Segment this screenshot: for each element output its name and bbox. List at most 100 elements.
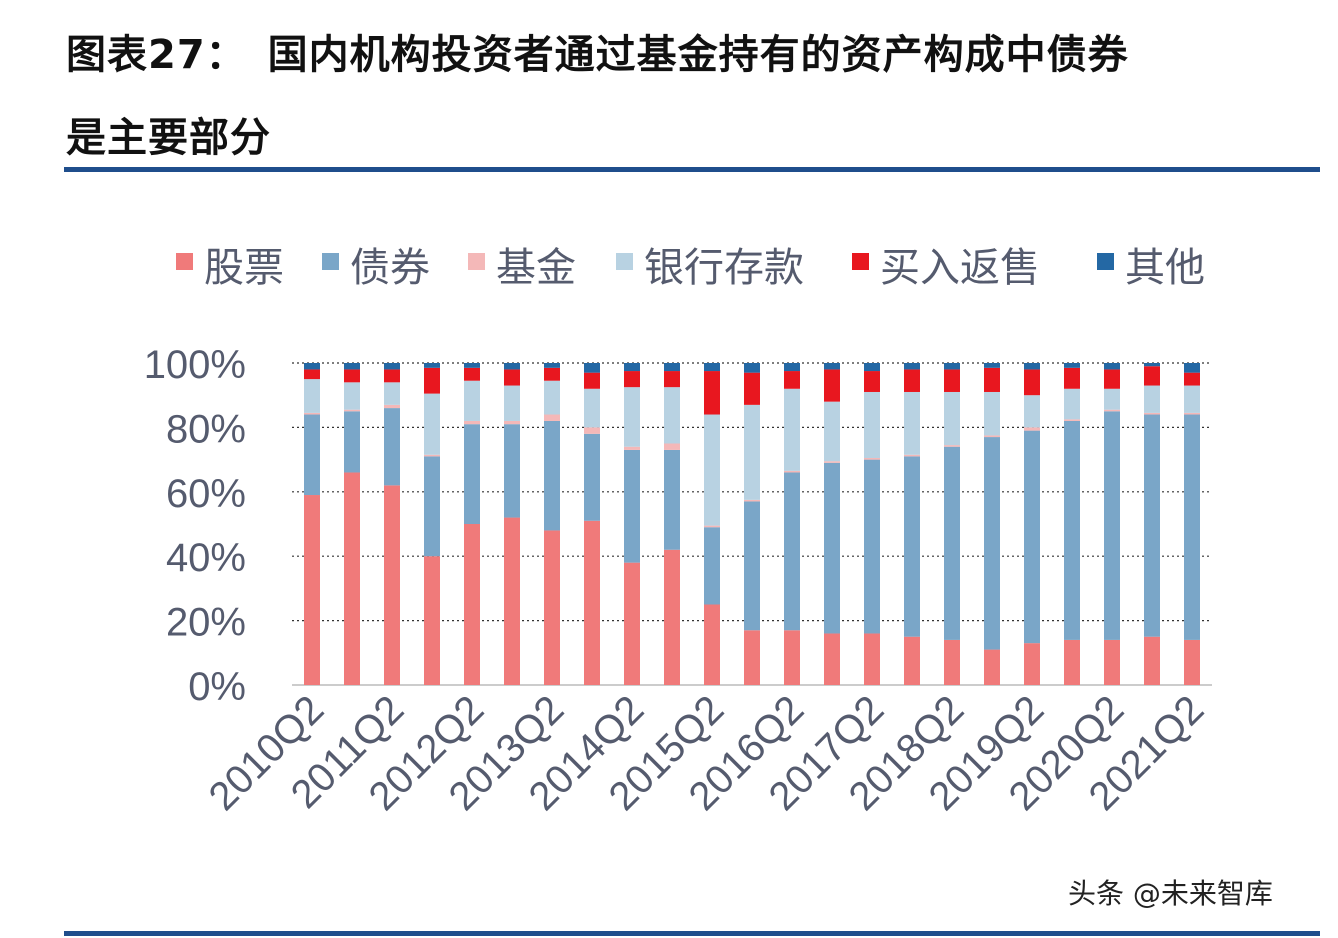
bar-segment — [984, 649, 1000, 685]
bar-segment — [664, 449, 680, 550]
bar-segment — [704, 363, 720, 372]
bottom-divider — [64, 931, 1320, 936]
bar-segment — [664, 549, 680, 685]
bar-segment — [344, 363, 360, 370]
bar-segment — [864, 371, 880, 392]
bar-segment — [504, 517, 520, 685]
bar-segment — [344, 472, 360, 685]
bar-segment — [584, 427, 600, 434]
y-tick-label: 0% — [188, 665, 246, 709]
bar-segment — [504, 385, 520, 421]
legend-label: 股票 — [204, 245, 284, 291]
bar-segment — [464, 363, 480, 368]
bar-segment — [904, 369, 920, 392]
bar-segment — [504, 369, 520, 386]
bar-segment — [864, 459, 880, 634]
bar-segment — [944, 639, 960, 685]
bar-segment — [864, 391, 880, 458]
bar-segment — [1064, 388, 1080, 420]
bar-segment — [504, 420, 520, 425]
x-axis-ticks: 2010Q22011Q22012Q22013Q22014Q22015Q22016… — [201, 687, 1213, 819]
bar-segment — [304, 414, 320, 496]
bar-segment — [1184, 412, 1200, 415]
bar-segment — [1184, 372, 1200, 386]
bar-segment — [584, 363, 600, 373]
legend-swatch — [1097, 253, 1114, 270]
bar-segment — [1024, 369, 1040, 396]
bar-segment — [744, 404, 760, 500]
bar-segment — [904, 454, 920, 457]
title-divider — [64, 167, 1320, 172]
bar-segment — [1024, 427, 1040, 431]
legend-swatch — [468, 253, 485, 270]
bar-segment — [384, 408, 400, 486]
bar-segment — [624, 562, 640, 685]
bar-segment — [704, 371, 720, 415]
bar-segment — [664, 371, 680, 388]
y-tick-label: 60% — [166, 472, 246, 516]
bar-segment — [1144, 412, 1160, 415]
bar-segment — [1064, 367, 1080, 389]
legend-label: 其他 — [1125, 245, 1205, 291]
bar-segment — [664, 443, 680, 450]
bar-segment — [544, 363, 560, 368]
bar-segment — [864, 633, 880, 685]
bar-segment — [304, 379, 320, 413]
bar-segment — [664, 363, 680, 372]
bar-segment — [704, 525, 720, 528]
bar-segment — [624, 371, 640, 388]
bar-segment — [384, 363, 400, 370]
bar-segment — [304, 495, 320, 685]
bar-segment — [1024, 430, 1040, 644]
bar-segment — [1064, 419, 1080, 421]
bar-segment — [824, 461, 840, 463]
bar-segment — [544, 420, 560, 531]
bar-segment — [744, 372, 760, 405]
bar-segment — [424, 456, 440, 557]
bar-segment — [624, 446, 640, 450]
bar-segment — [1104, 411, 1120, 640]
bar-segment — [1104, 388, 1120, 410]
bar-segment — [304, 363, 320, 370]
bar-segment — [984, 437, 1000, 650]
bar-segment — [864, 457, 880, 460]
y-tick-label: 80% — [166, 407, 246, 451]
bar-segment — [744, 363, 760, 373]
bar-segment — [1104, 409, 1120, 412]
bar-segment — [384, 382, 400, 405]
bar-segment — [1144, 366, 1160, 386]
bar-segment — [784, 371, 800, 389]
bar-segment — [464, 420, 480, 425]
bar-segment — [864, 363, 880, 372]
page-title: 图表27： 国内机构投资者通过基金持有的资产构成中债券 — [66, 32, 1129, 78]
watermark: 头条 @未来智库 — [1068, 877, 1273, 910]
bar-segment — [584, 433, 600, 521]
bar-segment — [384, 369, 400, 383]
bar-segment — [984, 391, 1000, 436]
bar-segment — [904, 636, 920, 685]
bar-segment — [1184, 639, 1200, 685]
bar-segment — [584, 520, 600, 685]
bar-segment — [624, 387, 640, 447]
bar-segment — [384, 404, 400, 409]
y-tick-label: 40% — [166, 536, 246, 580]
bar-segment — [904, 456, 920, 637]
bar-segment — [944, 446, 960, 640]
bar-segment — [704, 527, 720, 605]
bar-segment — [1184, 363, 1200, 373]
bar-segment — [584, 372, 600, 389]
bar-segment — [544, 380, 560, 415]
bar-segment — [824, 462, 840, 634]
bar-segment — [744, 630, 760, 685]
chart-bars — [304, 363, 1200, 685]
bar-segment — [784, 630, 800, 685]
legend-label: 债券 — [350, 245, 430, 291]
y-tick-label: 20% — [166, 601, 246, 645]
bar-segment — [824, 369, 840, 402]
bar-segment — [304, 412, 320, 415]
bar-segment — [664, 387, 680, 444]
bar-segment — [1024, 643, 1040, 685]
bar-segment — [1104, 363, 1120, 370]
bar-segment — [1064, 420, 1080, 640]
